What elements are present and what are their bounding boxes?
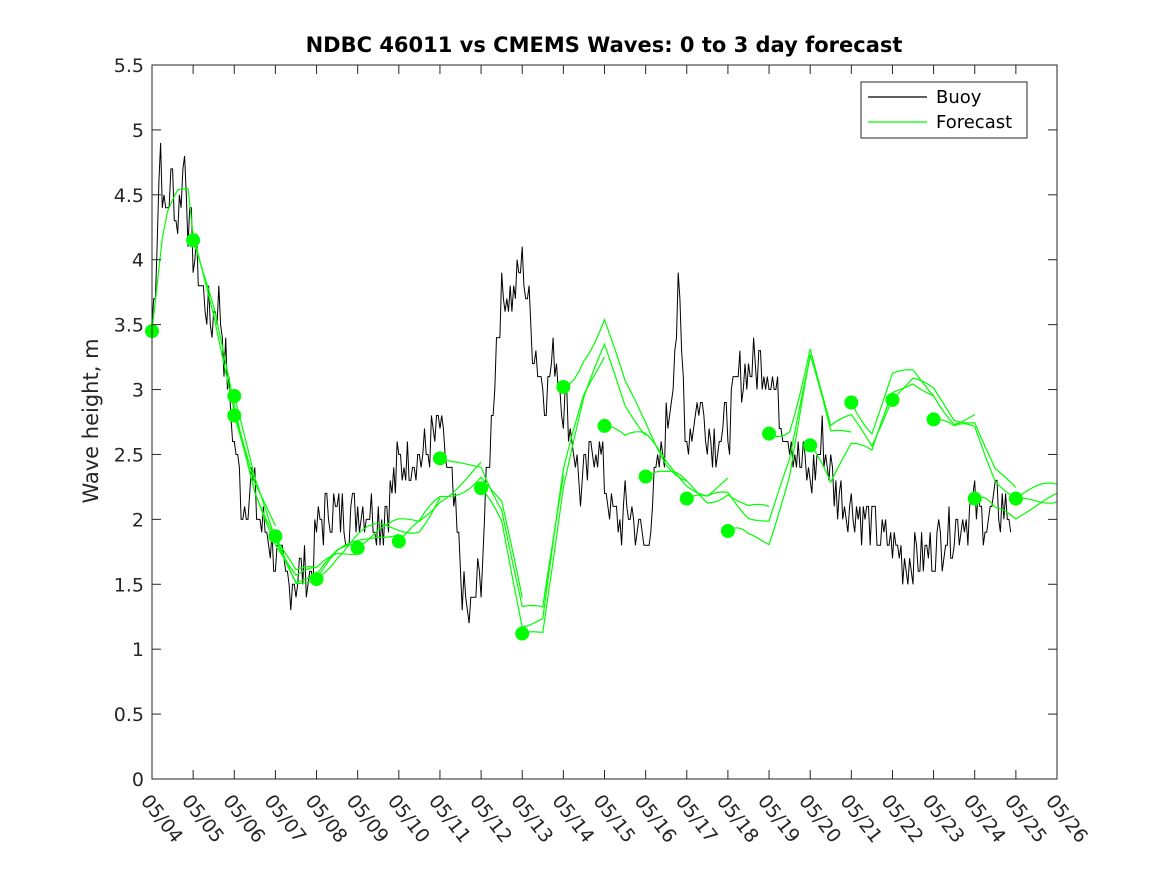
forecast-start-marker bbox=[309, 572, 324, 587]
legend-buoy-label: Buoy bbox=[936, 87, 982, 108]
forecast-line bbox=[398, 476, 523, 598]
y-tick-label: 5 bbox=[132, 120, 144, 142]
y-tick-label: 1 bbox=[132, 639, 144, 661]
y-tick-labels: 0 0.5 1 1.5 2 2.5 3 3.5 4 4.5 5 5.5 bbox=[114, 55, 144, 791]
forecast-line bbox=[933, 418, 1058, 500]
forecast-start-marker bbox=[1008, 491, 1023, 506]
forecast-line bbox=[892, 377, 1017, 488]
forecast-line bbox=[563, 318, 688, 482]
forecast-line bbox=[274, 533, 399, 584]
forecast-start-marker bbox=[720, 524, 735, 539]
forecast-line bbox=[645, 470, 770, 508]
forecast-line bbox=[439, 457, 564, 608]
forecast-start-marker bbox=[638, 469, 653, 484]
chart-title: NDBC 46011 vs CMEMS Waves: 0 to 3 day fo… bbox=[306, 33, 903, 57]
forecast-start-marker bbox=[556, 379, 571, 394]
forecast-start-marker bbox=[844, 395, 859, 410]
forecast-start-marker bbox=[227, 408, 242, 423]
y-tick-label: 1.5 bbox=[114, 574, 144, 596]
forecast-start-marker bbox=[474, 481, 489, 496]
forecast-start-marker bbox=[679, 491, 694, 506]
forecast-line bbox=[686, 356, 811, 522]
buoy-line bbox=[151, 142, 1012, 624]
axis-ticks bbox=[151, 64, 1058, 780]
forecast-start-marker bbox=[268, 529, 283, 544]
y-tick-label: 3 bbox=[132, 380, 144, 402]
forecast-start-marker bbox=[967, 491, 982, 506]
forecast-line bbox=[480, 356, 606, 628]
forecast-start-marker bbox=[926, 412, 941, 427]
forecast-line bbox=[809, 383, 934, 484]
forecast-start-marker bbox=[227, 389, 242, 404]
y-tick-label: 2 bbox=[132, 509, 144, 531]
forecast-line bbox=[233, 415, 358, 577]
plot-lines bbox=[151, 142, 1058, 635]
y-tick-label: 4 bbox=[132, 250, 144, 272]
y-axis-label: Wave height, m bbox=[79, 338, 103, 503]
forecast-start-marker bbox=[391, 534, 406, 549]
forecast-markers bbox=[145, 233, 1023, 641]
y-tick-label: 3.5 bbox=[114, 315, 144, 337]
forecast-line bbox=[768, 348, 894, 448]
forecast-start-marker bbox=[350, 540, 365, 555]
y-tick-label: 0 bbox=[132, 769, 144, 791]
legend-box bbox=[860, 81, 1028, 139]
y-tick-label: 2.5 bbox=[114, 444, 144, 466]
forecast-start-marker bbox=[885, 392, 900, 407]
y-tick-label: 5.5 bbox=[114, 55, 144, 77]
forecast-start-marker bbox=[597, 418, 612, 433]
forecast-start-marker bbox=[432, 451, 447, 466]
forecast-start-marker bbox=[515, 626, 530, 641]
legend: Buoy Forecast bbox=[860, 81, 1028, 139]
forecast-line bbox=[151, 188, 276, 527]
forecast-line bbox=[850, 369, 976, 436]
y-tick-label: 0.5 bbox=[114, 704, 144, 726]
legend-forecast-label: Forecast bbox=[936, 112, 1012, 133]
forecast-line bbox=[316, 497, 441, 580]
forecast-start-marker bbox=[803, 438, 818, 453]
forecast-line bbox=[727, 354, 852, 546]
forecast-line bbox=[974, 492, 1058, 520]
forecast-start-marker bbox=[762, 426, 777, 441]
forecast-line bbox=[522, 342, 647, 635]
y-tick-label: 4.5 bbox=[114, 185, 144, 207]
forecast-start-marker bbox=[186, 233, 201, 248]
